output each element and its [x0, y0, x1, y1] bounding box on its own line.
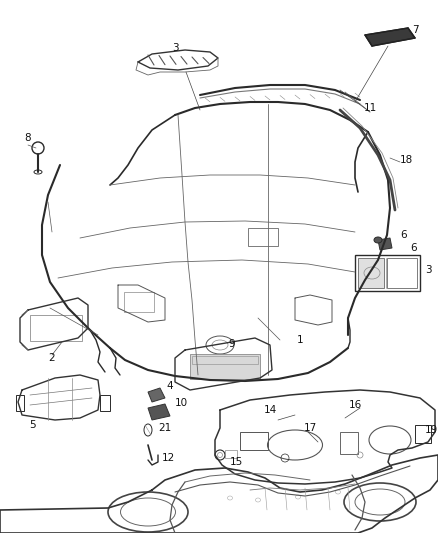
- Polygon shape: [378, 238, 392, 250]
- Text: 15: 15: [230, 457, 243, 467]
- Text: 19: 19: [425, 425, 438, 435]
- Polygon shape: [148, 388, 165, 402]
- Text: 9: 9: [229, 339, 235, 349]
- Text: 17: 17: [304, 423, 317, 433]
- Text: 1: 1: [297, 335, 303, 345]
- Text: 5: 5: [28, 420, 35, 430]
- FancyBboxPatch shape: [190, 354, 260, 379]
- Text: 2: 2: [49, 353, 55, 363]
- Text: 4: 4: [167, 381, 173, 391]
- FancyBboxPatch shape: [358, 258, 384, 288]
- Text: 6: 6: [400, 230, 406, 240]
- Text: 18: 18: [400, 155, 413, 165]
- Text: 10: 10: [175, 398, 188, 408]
- Text: 16: 16: [348, 400, 362, 410]
- Text: 14: 14: [263, 405, 277, 415]
- Text: 3: 3: [425, 265, 431, 275]
- Polygon shape: [365, 28, 415, 46]
- Polygon shape: [148, 404, 170, 420]
- Text: 3: 3: [172, 43, 178, 53]
- Text: 8: 8: [25, 133, 31, 143]
- Text: 12: 12: [162, 453, 175, 463]
- Text: 11: 11: [364, 103, 377, 113]
- Text: 7: 7: [412, 25, 419, 35]
- Text: 21: 21: [158, 423, 171, 433]
- Text: 6: 6: [410, 243, 417, 253]
- Ellipse shape: [374, 237, 382, 243]
